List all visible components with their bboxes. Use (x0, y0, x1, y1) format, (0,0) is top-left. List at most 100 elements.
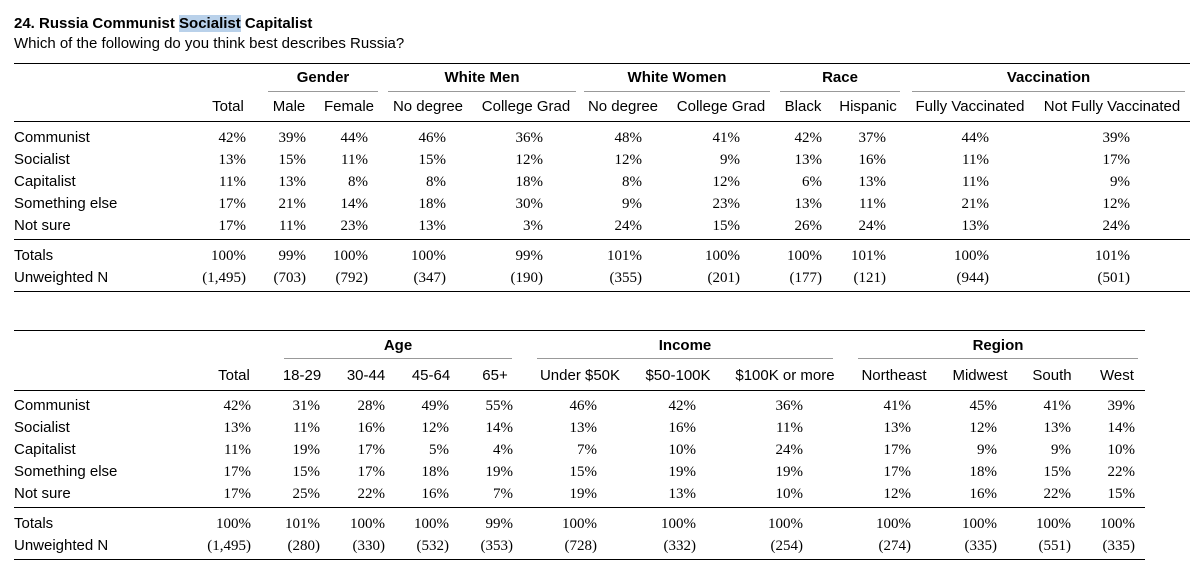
totals-cell: 101% (607, 248, 642, 264)
unweighted-cell: (703) (273, 270, 307, 286)
totals-cell: 100% (1100, 516, 1135, 532)
title-suffix: Capitalist (240, 15, 313, 32)
table-cell: 17% (883, 464, 912, 480)
table-cell: 11% (962, 174, 989, 190)
table-cell: 22% (1043, 486, 1072, 502)
table-cell: 18% (969, 464, 998, 480)
table-cell: 7% (577, 442, 597, 458)
table-cell: 16% (668, 420, 697, 436)
row-label: Socialist (14, 419, 70, 436)
group-header: White Women (627, 69, 727, 86)
header-rule (14, 390, 1145, 391)
title-highlight[interactable]: Socialist (179, 15, 241, 32)
table-cell: 39% (1107, 398, 1136, 414)
table-cell: 16% (357, 420, 386, 436)
unweighted-cell: (501) (1097, 270, 1131, 286)
table-cell: 42% (794, 130, 823, 146)
table-cell: 23% (340, 218, 369, 234)
table-cell: 11% (859, 196, 886, 212)
column-header: College Grad (676, 98, 766, 115)
table-cell: 13% (218, 152, 247, 168)
table-cell: 14% (340, 196, 369, 212)
unweighted-cell: (332) (663, 538, 697, 554)
table-cell: 13% (794, 152, 823, 168)
unweighted-cell: (201) (707, 270, 741, 286)
table-cell: 19% (485, 464, 514, 480)
table-cell: 14% (1107, 420, 1136, 436)
table-cell: 17% (1102, 152, 1131, 168)
table-cell: 8% (348, 174, 368, 190)
totals-cell: 101% (851, 248, 886, 264)
totals-cell: 99% (278, 248, 307, 264)
column-header: 18-29 (282, 367, 322, 384)
table-cell: 18% (515, 174, 544, 190)
table-cell: 48% (614, 130, 643, 146)
table-cell: 25% (292, 486, 321, 502)
table-cell: 7% (493, 486, 513, 502)
table-cell: 18% (421, 464, 450, 480)
table-cell: 15% (418, 152, 447, 168)
totals-cell: 100% (876, 516, 911, 532)
unweighted-cell: (121) (853, 270, 887, 286)
table-cell: 11% (341, 152, 368, 168)
totals-cell: 101% (1095, 248, 1130, 264)
totals-cell: 100% (705, 248, 740, 264)
table-cell: 11% (219, 174, 246, 190)
totals-cell: 100% (768, 516, 803, 532)
table-cell: 42% (218, 130, 247, 146)
column-header: No degree (392, 98, 464, 115)
totals-cell: 99% (485, 516, 514, 532)
column-header: Male (272, 98, 306, 115)
bottom-rule (14, 559, 1145, 560)
table-cell: 36% (515, 130, 544, 146)
group-underline (537, 358, 833, 359)
unweighted-cell: (335) (1102, 538, 1136, 554)
group-header: Gender (296, 69, 350, 86)
table-cell: 15% (1107, 486, 1136, 502)
table-cell: 19% (292, 442, 321, 458)
group-underline (284, 358, 512, 359)
table-cell: 42% (668, 398, 697, 414)
group-header: White Men (444, 69, 520, 86)
table-cell: 17% (357, 464, 386, 480)
table-cell: 24% (775, 442, 804, 458)
totals-cell: 100% (333, 248, 368, 264)
table-cell: 6% (802, 174, 822, 190)
table-cell: 15% (1043, 464, 1072, 480)
table-cell: 9% (1110, 174, 1130, 190)
table-cell: 24% (614, 218, 643, 234)
top-rule (14, 330, 1145, 331)
column-header: Under $50K (539, 367, 621, 384)
table-cell: 9% (720, 152, 740, 168)
table-cell: 9% (1051, 442, 1071, 458)
column-header: South (1032, 367, 1072, 384)
unweighted-cell: (355) (609, 270, 643, 286)
table-cell: 22% (357, 486, 386, 502)
column-header: Female (323, 98, 375, 115)
totals-cell: 100% (787, 248, 822, 264)
unweighted-label: Unweighted N (14, 537, 109, 554)
table-cell: 39% (1102, 130, 1131, 146)
unweighted-cell: (177) (789, 270, 823, 286)
table-cell: 21% (278, 196, 307, 212)
table-cell: 16% (421, 486, 450, 502)
table-cell: 18% (418, 196, 447, 212)
table-cell: 55% (485, 398, 514, 414)
table-cell: 19% (569, 486, 598, 502)
unweighted-cell: (532) (416, 538, 450, 554)
unweighted-cell: (1,495) (202, 270, 246, 286)
column-header: Total (212, 98, 244, 115)
row-label: Something else (14, 195, 118, 212)
unweighted-cell: (274) (878, 538, 912, 554)
table-cell: 12% (1102, 196, 1131, 212)
group-header: Age (383, 337, 413, 354)
group-underline (912, 91, 1185, 92)
table-cell: 4% (493, 442, 513, 458)
table-cell: 41% (1043, 398, 1072, 414)
column-header: No degree (587, 98, 659, 115)
table-cell: 15% (278, 152, 307, 168)
table-cell: 13% (794, 196, 823, 212)
table-cell: 12% (712, 174, 741, 190)
table-cell: 26% (794, 218, 823, 234)
table-cell: 44% (340, 130, 369, 146)
